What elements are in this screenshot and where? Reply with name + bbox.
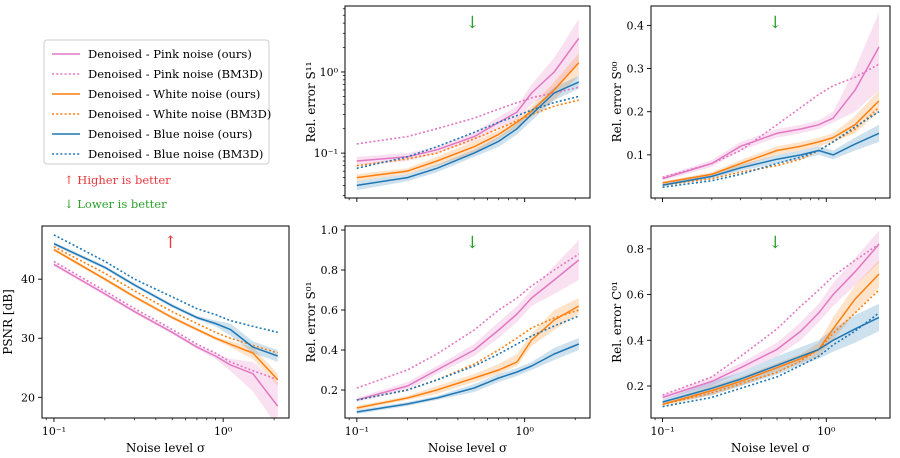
series-line-blue-solid	[356, 343, 580, 413]
series-line-orange-dotted	[662, 289, 880, 406]
higher-is-better-note: ↑ Higher is better	[64, 173, 171, 187]
plot-area	[662, 12, 880, 188]
x-tick-label: 10⁻¹	[345, 425, 369, 438]
legend-label: Denoised - Blue noise (BM3D)	[88, 147, 263, 161]
axes-frame	[650, 5, 891, 199]
legend-label: Denoised - Pink noise (BM3D)	[88, 67, 263, 81]
plot-area	[356, 240, 580, 414]
panel-c01: 10⁻¹ 10⁰ 0.2 0.4 0.6 0.8 Noise level σ Rel. err…	[610, 225, 891, 455]
series-line-blue-dotted	[662, 312, 880, 408]
plot-area	[662, 230, 880, 408]
y-tick-label: 0.4	[321, 344, 339, 357]
y-axis-title: Rel. error C⁰¹	[610, 281, 624, 363]
x-axis-title: Noise level σ	[126, 441, 205, 455]
y-tick-label: 1.0	[321, 224, 339, 237]
series-line-pink-dotted	[662, 63, 880, 179]
axes-frame	[344, 5, 591, 199]
y-tick-label: 0.2	[321, 384, 339, 397]
x-tick-label: 10⁻¹	[650, 425, 674, 438]
plot-area	[53, 234, 279, 418]
plot-area	[356, 19, 580, 191]
x-tick-label: 10⁻¹	[42, 425, 66, 438]
direction-arrow: ↓	[768, 233, 782, 253]
y-axis-title: Rel. error S⁰⁰	[610, 61, 624, 142]
series-line-blue-solid	[356, 81, 580, 187]
series-line-orange-dotted	[662, 106, 880, 186]
y-tick-label: 10⁻¹	[314, 147, 338, 160]
series-line-orange-solid	[356, 62, 580, 179]
series-line-blue-dotted	[53, 234, 278, 334]
x-axis-title: Noise level σ	[731, 441, 810, 455]
band-orange	[662, 90, 879, 185]
y-tick-label: 10⁰	[320, 66, 339, 79]
series-line-blue-dotted	[662, 111, 880, 188]
series-line-pink-dotted	[662, 243, 880, 396]
panel-psnr: 10⁻¹ 10⁰ 20 30 40 Noise level σ PSNR [dB] ↑	[1, 225, 290, 455]
direction-arrow: ↓	[465, 233, 479, 253]
y-axis-title: Rel. error S⁰¹	[304, 282, 318, 363]
y-tick-label: 0.8	[321, 264, 339, 277]
direction-arrow: ↑	[163, 233, 177, 253]
y-tick-label: 0.4	[627, 19, 645, 32]
legend-label: Denoised - Blue noise (ours)	[88, 127, 252, 141]
y-axis-title: PSNR [dB]	[1, 289, 15, 355]
y-tick-label: 40	[21, 273, 35, 286]
y-tick-label: 0.4	[627, 334, 645, 347]
y-tick-label: 0.2	[627, 106, 645, 119]
lower-is-better-note: ↓ Lower is better	[64, 197, 167, 211]
x-tick-label: 10⁰	[817, 425, 836, 438]
series-line-blue-solid	[53, 243, 278, 357]
series-line-pink-solid	[662, 243, 880, 399]
y-tick-label: 0.2	[627, 380, 645, 393]
direction-arrow: ↓	[465, 13, 479, 33]
series-line-orange-solid	[662, 273, 880, 406]
axes-frame	[344, 225, 591, 419]
band-blue	[662, 124, 879, 187]
panel-s00: 0.1 0.2 0.3 0.4 Rel. error S⁰⁰ ↓	[610, 5, 891, 202]
y-tick-label: 0.6	[321, 304, 339, 317]
series-line-blue-solid	[662, 132, 880, 186]
y-axis-title: Rel. error S¹¹	[304, 62, 318, 143]
legend-label: Denoised - White noise (BM3D)	[88, 107, 271, 121]
series-line-orange-solid	[356, 305, 580, 409]
series-line-pink-solid	[356, 37, 580, 162]
series-line-pink-solid	[662, 46, 880, 180]
series-line-orange-solid	[662, 100, 880, 184]
series-line-pink-solid	[356, 259, 580, 401]
series-line-orange-dotted	[356, 309, 580, 401]
band-orange	[662, 260, 879, 407]
series-line-pink-dotted	[53, 260, 278, 381]
y-tick-label: 20	[21, 391, 35, 404]
y-tick-label: 0.3	[627, 63, 645, 76]
series-line-pink-dotted	[356, 253, 580, 389]
x-tick-label: 10⁰	[214, 425, 233, 438]
legend-label: Denoised - White noise (ours)	[88, 87, 260, 101]
band-orange	[356, 298, 579, 410]
panel-s01: 10⁻¹ 10⁰ 0.2 0.4 0.6 0.8 1.0 Noise level σ Rel. …	[304, 224, 591, 455]
x-tick-label: 10⁰	[515, 425, 534, 438]
series-line-blue-solid	[662, 316, 880, 403]
band-blue	[662, 303, 879, 405]
y-tick-label: 30	[21, 332, 35, 345]
band-pink	[356, 19, 579, 166]
direction-arrow: ↓	[768, 13, 782, 33]
y-tick-label: 0.1	[627, 149, 645, 162]
y-tick-label: 0.6	[627, 289, 645, 302]
axes-frame	[41, 225, 290, 419]
y-tick-label: 0.8	[627, 243, 645, 256]
series-line-orange-solid	[53, 248, 279, 381]
legend-frame	[43, 39, 270, 165]
series-line-orange-dotted	[356, 99, 579, 167]
x-axis-title: Noise level σ	[428, 441, 507, 455]
legend: Denoised - Pink noise (ours) Denoised - P…	[43, 39, 271, 165]
series-line-orange-dotted	[53, 245, 278, 354]
legend-label: Denoised - Pink noise (ours)	[88, 47, 252, 61]
series-line-pink-solid	[53, 263, 279, 407]
axes-frame	[650, 225, 891, 419]
